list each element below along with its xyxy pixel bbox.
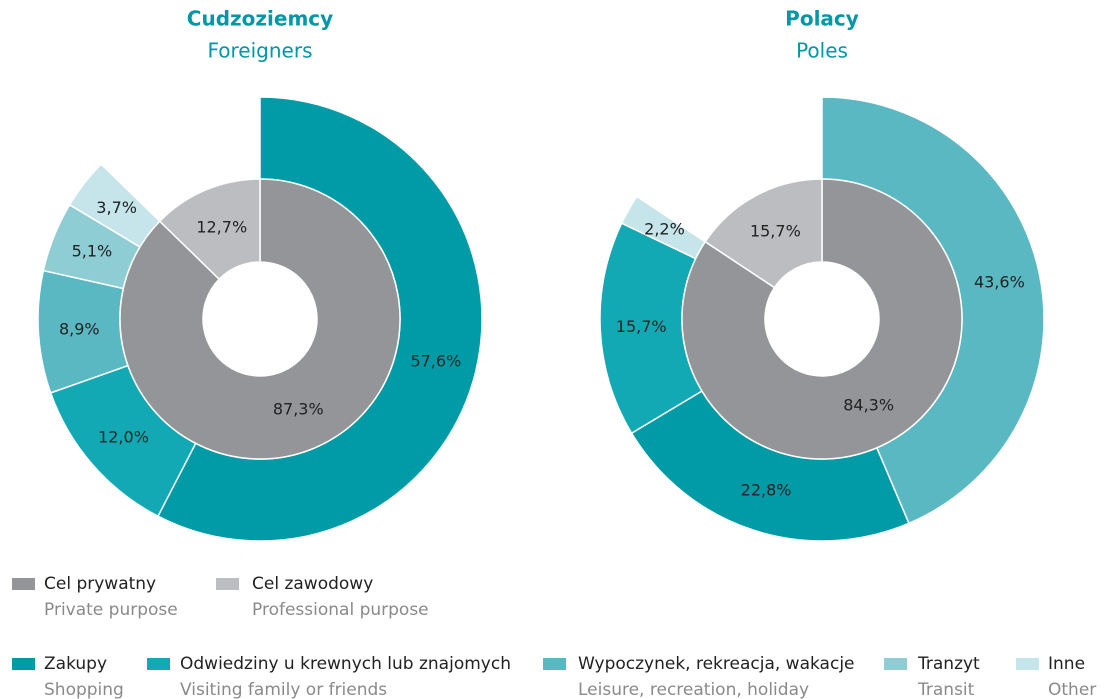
data-label: 15,7% bbox=[616, 317, 667, 336]
data-label: 3,7% bbox=[96, 198, 137, 217]
legend-label: Cel prywatny bbox=[44, 574, 156, 594]
legend-swatch bbox=[147, 658, 170, 670]
legend-label: Odwiedziny u krewnych lub znajomych bbox=[180, 654, 511, 674]
data-label: 15,7% bbox=[750, 222, 801, 241]
chart-title: Cudzoziemcy bbox=[187, 7, 333, 31]
data-label: 8,9% bbox=[59, 319, 100, 338]
legend-swatch bbox=[216, 578, 239, 590]
data-label: 57,6% bbox=[410, 351, 461, 370]
legend-swatch bbox=[12, 578, 35, 590]
data-label: 43,6% bbox=[974, 272, 1025, 291]
segment bbox=[704, 178, 823, 289]
chart-subtitle: Foreigners bbox=[208, 39, 313, 63]
data-label: 87,3% bbox=[273, 399, 324, 418]
legend-label-en: Transit bbox=[917, 680, 975, 699]
legend-label: Zakupy bbox=[44, 654, 107, 674]
legend-swatch bbox=[884, 658, 907, 670]
chart-subtitle: Poles bbox=[796, 39, 848, 63]
legend-label-en: Shopping bbox=[44, 680, 124, 699]
legend-label-en: Leisure, recreation, holiday bbox=[578, 680, 809, 699]
data-label: 2,2% bbox=[644, 219, 685, 238]
data-label: 84,3% bbox=[843, 395, 894, 414]
chart-title: Polacy bbox=[785, 7, 859, 31]
legend-label-en: Professional purpose bbox=[252, 600, 429, 620]
legend-label: Tranzyt bbox=[917, 654, 980, 674]
data-label: 12,7% bbox=[196, 218, 247, 237]
legend-label: Wypoczynek, rekreacja, wakacje bbox=[578, 654, 855, 674]
legend-label-en: Other bbox=[1048, 680, 1096, 699]
legend-label-en: Private purpose bbox=[44, 600, 178, 620]
data-label: 5,1% bbox=[72, 241, 113, 260]
data-label: 12,0% bbox=[98, 427, 149, 446]
data-label: 22,8% bbox=[741, 481, 792, 500]
segment bbox=[681, 178, 963, 460]
legend-label-en: Visiting family or friends bbox=[180, 680, 387, 699]
segment bbox=[158, 178, 261, 281]
legend-label: Inne bbox=[1048, 654, 1085, 674]
legend-label: Cel zawodowy bbox=[252, 574, 373, 594]
legend-swatch bbox=[1016, 658, 1039, 670]
legend-swatch bbox=[12, 658, 35, 670]
segment bbox=[119, 178, 401, 460]
legend-swatch bbox=[543, 658, 566, 670]
